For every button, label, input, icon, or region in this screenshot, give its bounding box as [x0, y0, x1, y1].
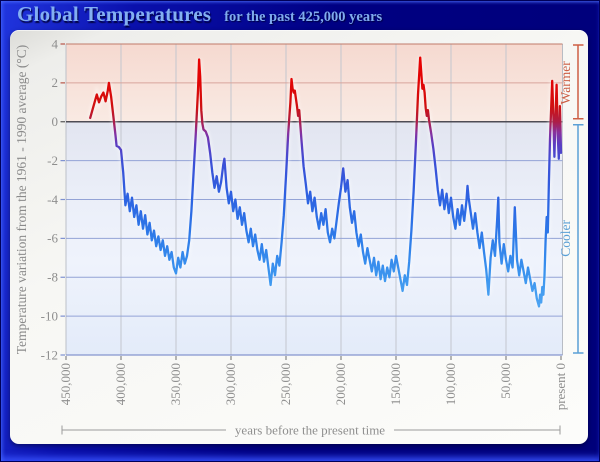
chart-panel: 4 2 0 -2 -4 -6 -8 -10 -12 450,000 400,000 350,000 30…: [10, 30, 588, 444]
x-tick-label: 300,000: [223, 363, 238, 405]
x-tick-label: 50,000: [498, 363, 513, 399]
y-tick-label: -2: [47, 153, 58, 168]
y-tick-label: 0: [52, 114, 59, 129]
x-axis-scale-bar: years before the present time: [61, 422, 561, 437]
tick-marks: [60, 43, 562, 360]
x-tick-label: 100,000: [443, 363, 458, 405]
title-bar: Global Temperatures for the past 425,000…: [0, 0, 600, 30]
y-tick-label: -10: [41, 308, 58, 323]
page-title: Global Temperatures: [17, 2, 212, 26]
y-tick-label: -8: [47, 270, 58, 285]
warmer-bracket: Warmer: [558, 44, 584, 120]
y-axis-title: Temperature variation from the 1961 - 19…: [14, 45, 29, 355]
y-tick-label: 4: [52, 36, 59, 51]
temperature-line: [87, 56, 564, 308]
x-tick-label: present 0: [553, 363, 568, 410]
cooler-label: Cooler: [558, 220, 573, 257]
y-tick-label: 2: [52, 75, 59, 90]
cooler-bracket: Cooler: [558, 124, 584, 354]
x-tick-label: 350,000: [168, 363, 183, 405]
x-tick-label: 250,000: [278, 363, 293, 405]
x-tick-label: 400,000: [113, 363, 128, 405]
y-tick-label: -4: [47, 192, 58, 207]
temperature-line-path: [89, 56, 563, 308]
y-tick-label: -12: [41, 347, 58, 362]
page-subtitle: for the past 425,000 years: [224, 9, 383, 25]
x-tick-label: 450,000: [58, 363, 73, 405]
x-tick-label: 200,000: [333, 363, 348, 405]
x-tick-label: 150,000: [388, 363, 403, 405]
y-tick-label: -6: [47, 231, 58, 246]
warmer-label: Warmer: [558, 61, 573, 105]
x-axis-title: years before the present time: [235, 422, 385, 437]
